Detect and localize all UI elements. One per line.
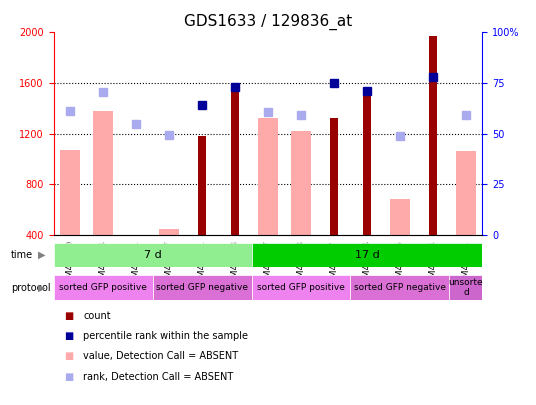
Text: ▶: ▶ <box>38 250 46 260</box>
Text: percentile rank within the sample: percentile rank within the sample <box>83 331 248 341</box>
Text: sorted GFP positive: sorted GFP positive <box>59 283 147 292</box>
Text: ■: ■ <box>64 331 73 341</box>
Bar <box>456 151 477 235</box>
FancyBboxPatch shape <box>54 275 153 300</box>
Text: 7 d: 7 d <box>144 250 161 260</box>
Text: unsorte
d: unsorte d <box>449 278 483 297</box>
FancyBboxPatch shape <box>251 275 351 300</box>
Text: value, Detection Call = ABSENT: value, Detection Call = ABSENT <box>83 352 238 361</box>
Bar <box>198 136 206 235</box>
Bar <box>363 91 371 235</box>
Bar <box>93 111 114 235</box>
Text: rank, Detection Call = ABSENT: rank, Detection Call = ABSENT <box>83 372 233 382</box>
Text: ■: ■ <box>64 311 73 321</box>
Text: 17 d: 17 d <box>355 250 379 260</box>
Text: sorted GFP negative: sorted GFP negative <box>156 283 248 292</box>
Text: protocol: protocol <box>11 283 50 292</box>
Bar <box>390 200 411 235</box>
FancyBboxPatch shape <box>351 275 449 300</box>
FancyBboxPatch shape <box>153 275 251 300</box>
Text: ▶: ▶ <box>38 283 46 292</box>
Bar <box>258 118 278 235</box>
Text: ■: ■ <box>64 352 73 361</box>
Title: GDS1633 / 129836_at: GDS1633 / 129836_at <box>184 13 352 30</box>
FancyBboxPatch shape <box>251 243 482 267</box>
FancyBboxPatch shape <box>54 243 251 267</box>
Bar <box>291 131 311 235</box>
FancyBboxPatch shape <box>449 275 482 300</box>
Bar <box>59 150 80 235</box>
Text: count: count <box>83 311 111 321</box>
Text: time: time <box>11 250 33 260</box>
Bar <box>159 228 180 235</box>
Bar <box>231 87 239 235</box>
Text: sorted GFP positive: sorted GFP positive <box>257 283 345 292</box>
Text: ■: ■ <box>64 372 73 382</box>
Text: sorted GFP negative: sorted GFP negative <box>354 283 446 292</box>
Bar <box>330 118 338 235</box>
Bar <box>429 36 437 235</box>
